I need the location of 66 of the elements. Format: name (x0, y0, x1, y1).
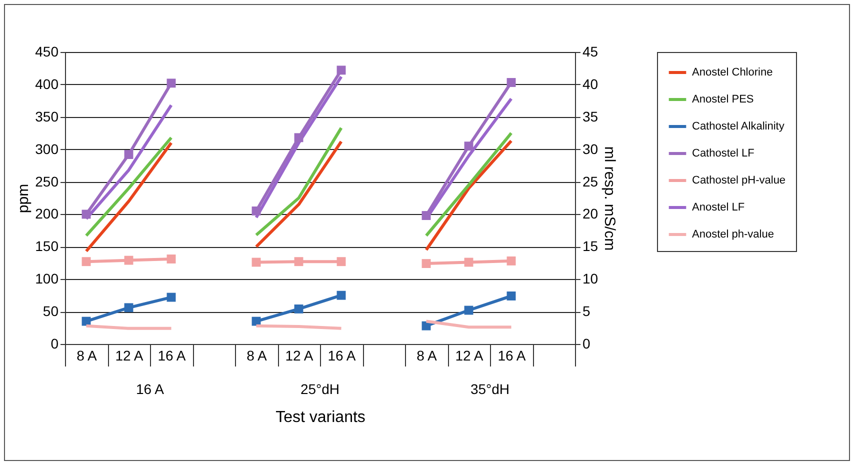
legend-label: Anostel Chlorine (692, 66, 773, 78)
point (252, 206, 261, 216)
y2-axis-title: ml resp. mS/cm (601, 146, 618, 251)
text: 25°dH (300, 381, 340, 397)
point (294, 257, 304, 266)
x-tick-label: 8 A (416, 348, 438, 364)
point (124, 256, 134, 265)
point (124, 303, 134, 312)
x-tick-label: 12 A (115, 348, 144, 364)
x-tick-label: 12 A (285, 348, 314, 364)
point (336, 66, 346, 75)
legend-label: Cathostel LF (692, 148, 755, 160)
y2-tick-label: 5 (582, 303, 590, 320)
point (422, 259, 431, 268)
legend-label: Cathostel pH-value (692, 174, 786, 186)
x-axis-title: Test variants (276, 409, 366, 426)
x-tick-label: 8 A (246, 348, 268, 364)
point (252, 258, 261, 267)
y-axis-title: ppm (15, 184, 32, 214)
point (336, 290, 346, 300)
y-tick-label: 350 (35, 108, 59, 124)
point (464, 142, 474, 151)
point (124, 150, 134, 159)
legend-label: Anostel ph-value (692, 228, 774, 240)
point (166, 292, 176, 302)
x-tick-label: 16 A (498, 348, 526, 364)
y2-tick-label: 15 (582, 238, 598, 254)
point (506, 292, 516, 300)
y-tick-label: 450 (35, 44, 59, 60)
point (82, 257, 91, 266)
y-tick-label: 200 (35, 206, 59, 222)
y-tick-label: 400 (35, 76, 59, 92)
text: 35°dH (470, 381, 510, 397)
y2-tick-label: 30 (582, 140, 598, 157)
y-tick-label: 100 (35, 270, 59, 287)
point (464, 258, 474, 267)
x-tick-label: 12 A (455, 348, 484, 364)
legend-label: Cathostel Alkalinity (692, 120, 785, 132)
y-tick-label: 300 (35, 140, 59, 157)
y-tick-label: 250 (35, 173, 59, 190)
point (82, 210, 91, 219)
point (506, 78, 516, 87)
y2-tick-label: 20 (582, 206, 598, 222)
point (464, 306, 474, 315)
y2-tick-label: 10 (582, 270, 598, 287)
y2-tick-label: 40 (582, 76, 598, 92)
x-tick-label: 16 A (328, 348, 356, 364)
legend-label: Anostel PES (692, 94, 754, 106)
legend-label: Anostel LF (692, 202, 745, 214)
x-tick-label: 8 A (76, 348, 98, 364)
y2-tick-label: 25 (582, 173, 598, 190)
x-tick-label: 16 A (158, 348, 186, 364)
y-tick-label: 150 (35, 238, 59, 254)
point (336, 257, 346, 266)
y2-tick-label: 45 (582, 44, 598, 60)
y2-tick-label: 35 (582, 108, 598, 124)
point (506, 256, 516, 266)
text: 16 A (136, 381, 165, 397)
y-tick-label: 0 (50, 336, 59, 352)
point (294, 304, 304, 314)
y2-tick-label: 0 (582, 336, 590, 352)
y-tick-label: 50 (42, 303, 59, 320)
point (422, 211, 431, 220)
point (294, 133, 304, 142)
point (166, 254, 176, 264)
point (166, 78, 176, 88)
